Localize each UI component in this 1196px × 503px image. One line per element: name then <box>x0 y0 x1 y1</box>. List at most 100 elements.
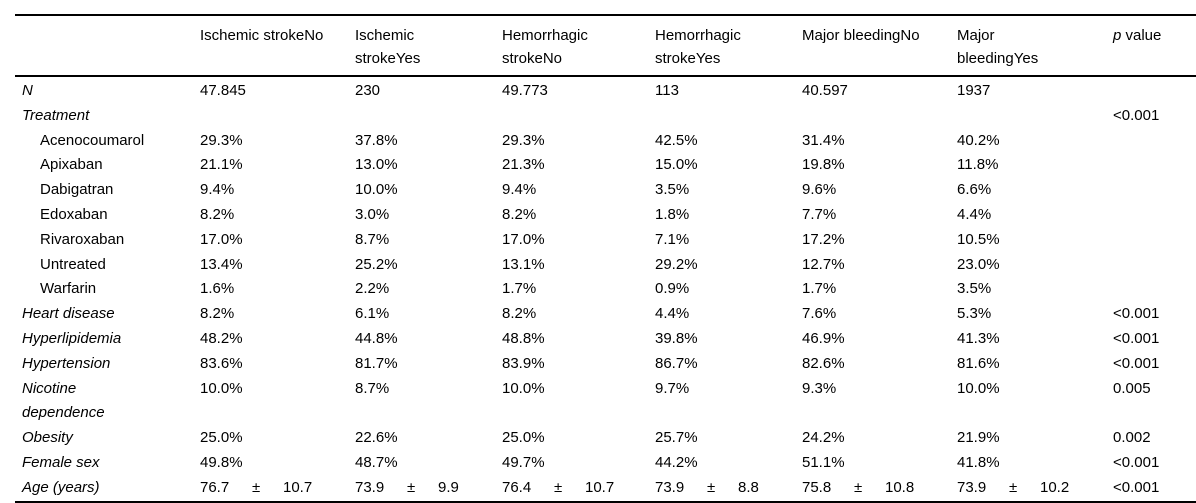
value-cell: 3.5% <box>655 181 690 199</box>
p-value-cell <box>1113 228 1196 253</box>
age-mean: 76.4 <box>502 478 532 496</box>
table-row: Age (years) 76.7 ±10.7 73.9 ±9.9 76.4 ±10.7 73.… <box>15 476 1196 502</box>
table-row: Warfarin 1.6% 2.2% 1.7% 0.9% 1.7% 3.5% <box>15 277 1196 302</box>
row-label: Dabigatran <box>40 181 114 199</box>
table-row: Untreated 13.4% 25.2% 13.1% 29.2% 12.7% 23.0% <box>15 253 1196 278</box>
table-row: Hyperlipidemia 48.2% 44.8% 48.8% 39.8% 46.9% 4… <box>15 327 1196 352</box>
row-label: Treatment <box>22 106 90 124</box>
value-cell: 86.7% <box>655 354 698 372</box>
table-row: Dabigatran 9.4% 10.0% 9.4% 3.5% 9.6% 6.6% <box>15 178 1196 203</box>
value-cell: 8.2% <box>200 205 235 223</box>
p-value-cell: <0.001 <box>1113 106 1160 124</box>
value-cell: 21.3% <box>502 156 545 174</box>
row-label: Rivaroxaban <box>40 230 125 248</box>
value-cell: 9.4% <box>502 181 537 199</box>
value-cell: 29.3% <box>200 131 243 149</box>
value-cell: 9.7% <box>655 379 690 397</box>
age-mean: 76.7 <box>200 478 230 496</box>
value-cell: 9.3% <box>802 379 837 397</box>
row-label: Obesity <box>22 429 73 447</box>
value-cell: 76.4 ±10.7 <box>502 476 655 502</box>
value-cell: 81.7% <box>355 354 398 372</box>
age-sd: 10.2 <box>1040 478 1070 496</box>
value-cell: 8.7% <box>355 230 390 248</box>
value-cell: 76.7 ±10.7 <box>200 476 355 502</box>
value-cell: 13.4% <box>200 255 243 273</box>
value-cell: 8.7% <box>355 379 390 397</box>
table-row: Heart disease 8.2% 6.1% 8.2% 4.4% 7.6% 5.3% <0.… <box>15 302 1196 327</box>
value-cell: 21.1% <box>200 156 243 174</box>
value-cell: 3.0% <box>355 205 390 223</box>
value-cell: 17.0% <box>502 230 545 248</box>
p-value-rest: value <box>1121 27 1162 44</box>
value-cell: 8.2% <box>502 305 537 323</box>
value-cell: 81.6% <box>957 354 1000 372</box>
value-cell <box>200 104 355 129</box>
row-label: Warfarin <box>40 280 97 298</box>
p-value-cell: <0.001 <box>1113 354 1160 372</box>
value-cell: 37.8% <box>355 131 398 149</box>
value-cell: 29.3% <box>502 131 545 149</box>
value-cell: 1937 <box>957 82 991 99</box>
value-cell: 1.7% <box>802 280 837 298</box>
row-label: Age (years) <box>22 478 100 496</box>
value-cell: 13.0% <box>355 156 398 174</box>
value-cell: 73.9 ±10.2 <box>957 476 1113 502</box>
value-cell: 8.2% <box>502 205 537 223</box>
value-cell: 1.6% <box>200 280 235 298</box>
value-cell: 23.0% <box>957 255 1000 273</box>
value-cell: 19.8% <box>802 156 845 174</box>
value-cell: 10.5% <box>957 230 1000 248</box>
value-cell: 49.7% <box>502 453 545 471</box>
value-cell: 73.9 ±8.8 <box>655 476 802 502</box>
value-cell: 7.7% <box>802 205 837 223</box>
table-row: Obesity 25.0% 22.6% 25.0% 25.7% 24.2% 21.9% 0.0… <box>15 426 1196 451</box>
p-value-cell <box>1113 178 1196 203</box>
value-cell: 42.5% <box>655 131 698 149</box>
table-row: Apixaban 21.1% 13.0% 21.3% 15.0% 19.8% 11.8% <box>15 153 1196 178</box>
value-cell: 6.6% <box>957 181 992 199</box>
row-label: Heart disease <box>22 305 115 323</box>
age-sd: 10.8 <box>885 478 915 496</box>
value-cell <box>802 104 957 129</box>
value-cell: 7.1% <box>655 230 690 248</box>
value-cell: 10.0% <box>502 379 545 397</box>
value-cell: 8.2% <box>200 305 235 323</box>
value-cell: 13.1% <box>502 255 545 273</box>
row-label: Apixaban <box>40 156 103 174</box>
table-row: Acenocoumarol 29.3% 37.8% 29.3% 42.5% 31.4% 40… <box>15 129 1196 154</box>
value-cell: 48.8% <box>502 329 545 347</box>
value-cell: 11.8% <box>957 156 999 174</box>
age-sd: 9.9 <box>438 478 459 496</box>
value-cell: 73.9 ±9.9 <box>355 476 502 502</box>
p-value-cell <box>1113 153 1196 178</box>
value-cell: 24.2% <box>802 429 845 447</box>
row-label: Edoxaban <box>40 205 108 223</box>
value-cell: 4.4% <box>655 305 690 323</box>
p-value-cell <box>1113 203 1196 228</box>
table-row: Treatment <0.001 <box>15 104 1196 129</box>
header-row: Ischemic strokeNo Ischemic strokeYes Hem… <box>15 15 1196 77</box>
value-cell: 1.7% <box>502 280 537 298</box>
value-cell: 17.0% <box>200 230 243 248</box>
value-cell: 46.9% <box>802 329 845 347</box>
value-cell <box>355 104 502 129</box>
header-major-bleeding-no: Major bleedingNo <box>802 15 957 77</box>
age-sd: 10.7 <box>585 478 615 496</box>
value-cell: 21.9% <box>957 429 1000 447</box>
row-label: Hyperlipidemia <box>22 329 122 347</box>
header-p-value: p value <box>1113 15 1196 77</box>
header-hemorrhagic-stroke-yes: Hemorrhagic strokeYes <box>655 15 802 77</box>
table-row: Hypertension 83.6% 81.7% 83.9% 86.7% 82.6% 81.… <box>15 352 1196 377</box>
age-pm: ± <box>407 478 416 496</box>
value-cell: 82.6% <box>802 354 845 372</box>
age-pm: ± <box>252 478 261 496</box>
value-cell: 44.2% <box>655 453 698 471</box>
value-cell: 1.8% <box>655 205 690 223</box>
value-cell: 48.7% <box>355 453 398 471</box>
value-cell: 6.1% <box>355 305 390 323</box>
value-cell: 2.2% <box>355 280 390 298</box>
p-value-italic-p: p <box>1113 27 1122 44</box>
value-cell: 10.0% <box>957 379 1000 397</box>
row-label: Nicotine dependence <box>22 379 105 422</box>
